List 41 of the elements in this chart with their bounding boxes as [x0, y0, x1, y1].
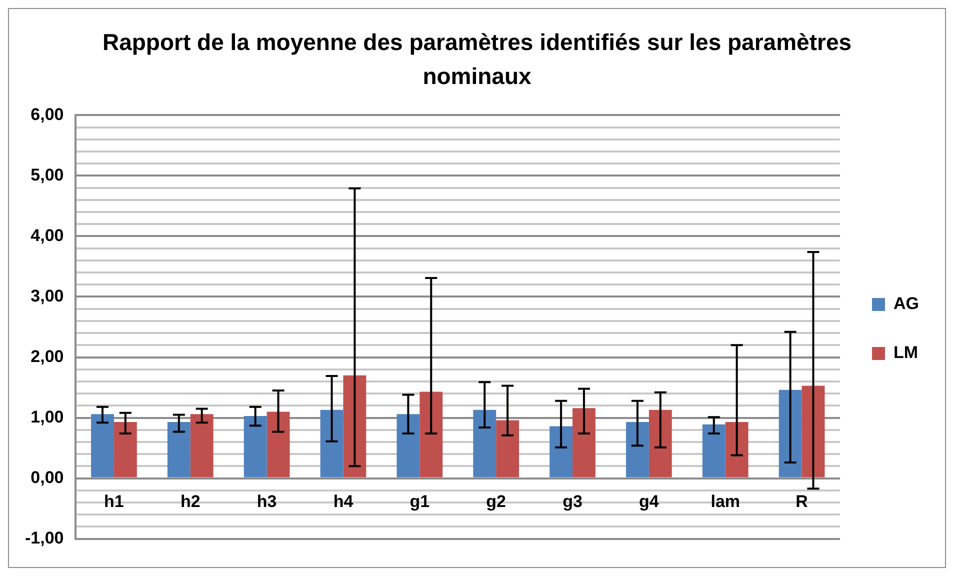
x-tick-label: lam: [710, 492, 740, 512]
x-tick-label: h1: [104, 492, 124, 512]
y-tick-label: 4,00: [30, 226, 64, 245]
bar: [190, 414, 214, 478]
x-tick-label: g3: [562, 492, 582, 512]
x-tick-label: h4: [333, 492, 354, 512]
x-tick-label: g4: [639, 492, 660, 512]
bar: [167, 422, 190, 478]
x-tick-label: R: [796, 492, 808, 512]
y-tick-label: 2,00: [30, 346, 64, 366]
bar: [702, 424, 726, 478]
bar: [420, 392, 443, 478]
y-tick-label: 0,00: [30, 468, 64, 487]
bar: [343, 375, 366, 478]
bar: [572, 408, 596, 478]
legend-label: AG: [894, 294, 919, 314]
bar: [496, 420, 520, 478]
bar: [473, 410, 496, 478]
y-tick-label: 3,00: [30, 286, 64, 306]
x-tick-label: g1: [410, 492, 430, 512]
legend-label: LM: [894, 343, 918, 362]
bar: [725, 422, 748, 478]
bar: [266, 412, 290, 478]
y-tick-label: 1,00: [30, 407, 64, 426]
bar: [626, 422, 649, 478]
bar: [648, 410, 672, 478]
y-tick-label: 6,00: [30, 104, 64, 124]
bar: [244, 416, 267, 478]
bar: [320, 410, 344, 478]
x-tick-label: h3: [256, 492, 277, 512]
y-tick-label: 5,00: [30, 165, 64, 184]
bar: [114, 422, 137, 478]
bar: [396, 414, 420, 478]
bar: [550, 426, 573, 478]
x-tick-label: g2: [486, 492, 506, 512]
x-tick-label: h2: [180, 492, 200, 512]
bar: [802, 386, 825, 478]
bar: [91, 414, 114, 478]
bar: [778, 390, 802, 478]
y-tick-label: -1,00: [25, 528, 64, 548]
chart-title: Rapport de la moyenne des paramètres identifiés sur les paramètres nominaux: [101, 28, 853, 91]
